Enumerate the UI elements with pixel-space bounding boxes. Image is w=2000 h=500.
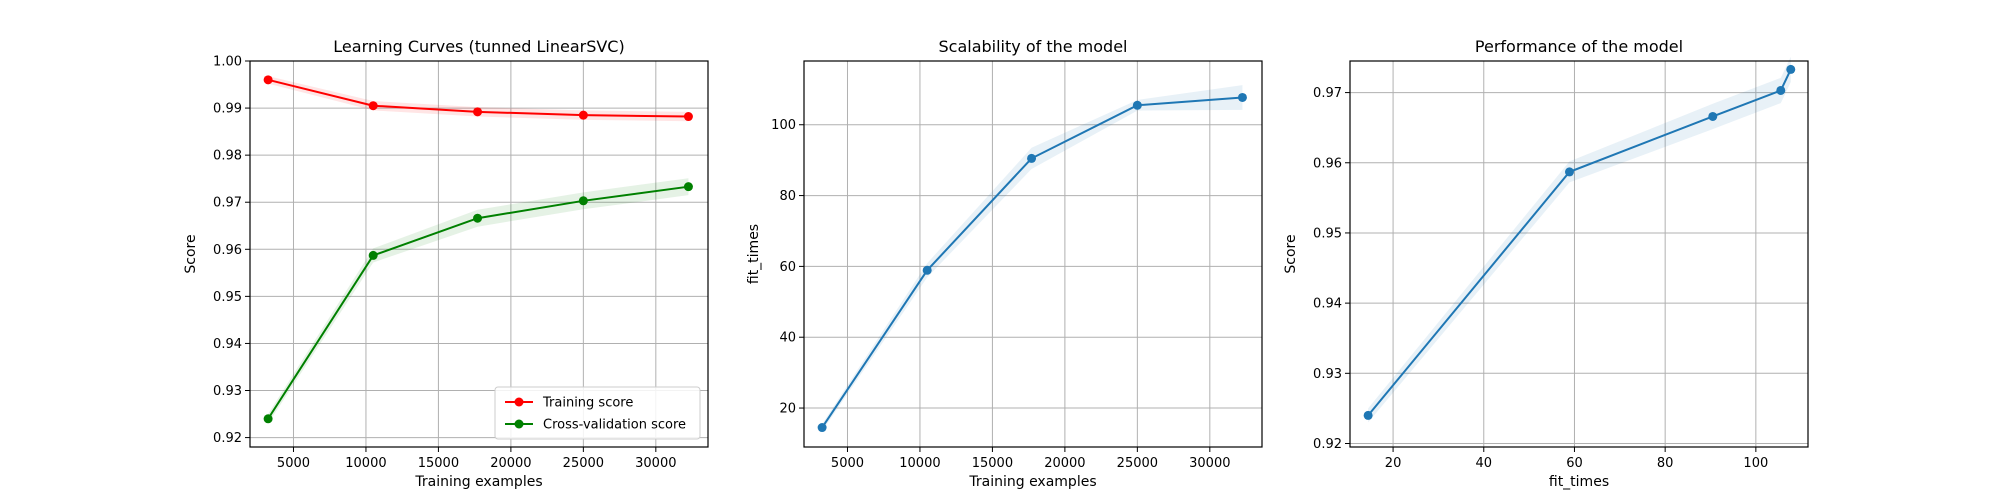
series-point [473,107,483,117]
y-tick-label: 0.93 [1313,367,1342,382]
y-axis-label: Score [183,234,199,273]
series-line-0 [821,96,1243,429]
series-point [473,213,483,223]
x-tick-label: 30000 [635,456,676,471]
chart-panel-learning-curves: 5000 10000 15000 20000 25000 30000 0.92 0.93 0.9… [183,37,709,490]
y-tick-label: 0.96 [1313,156,1342,171]
x-tick-label: 20 [1385,456,1402,471]
series-point [263,75,273,85]
y-tick-label: 0.93 [213,384,242,399]
chart-panel-performance: 20 40 60 80 100 0.92 0.93 0.94 0.95 0.96 0.97 Perfo… [1283,37,1809,490]
x-tick-label: 10000 [345,456,386,471]
series-point [1363,410,1373,420]
series-point [578,196,588,206]
y-tick-label: 0.95 [1313,226,1342,241]
axes-frame [249,60,709,448]
y-tick-label: 80 [779,189,796,204]
legend-entry: Training score [542,396,633,411]
y-axis-label: fit_times [746,224,762,284]
x-tick-label: 20000 [490,456,531,471]
chart-title: Learning Curves (tunned LinearSVC) [333,37,624,56]
series-point [817,423,827,433]
series-point [1564,167,1574,177]
series-point [368,250,378,260]
series-point [683,112,693,122]
legend: Training score Cross-validation score [494,386,701,440]
x-axis-label: Training examples [968,474,1096,490]
x-tick-label: 25000 [1117,456,1158,471]
series-point [368,101,378,111]
series-point [1786,64,1796,74]
x-tick-label: 25000 [563,456,604,471]
x-tick-label: 15000 [972,456,1013,471]
x-tick-label: 5000 [831,456,864,471]
series-point [578,110,588,120]
series-point [922,265,932,275]
x-tick-label: 40 [1475,456,1492,471]
legend-box [494,386,701,440]
series-band-0 [1368,56,1791,423]
y-axis-label: Score [1283,234,1299,273]
x-tick-label: 60 [1566,456,1583,471]
chart-panel-scalability: 5000 10000 15000 20000 25000 30000 20 40 60 80 100… [746,37,1263,490]
y-tick-label: 40 [779,331,796,346]
y-tick-label: 0.92 [1313,437,1342,452]
x-tick-label: 15000 [418,456,459,471]
y-tick-label: 0.94 [1313,297,1342,312]
chart-title: Performance of the model [1475,37,1683,56]
series-point [683,182,693,192]
chart-title: Scalability of the model [939,37,1128,56]
x-axis-label: Training examples [414,474,542,490]
x-tick-label: 30000 [1189,456,1230,471]
y-tick-label: 0.92 [213,431,242,446]
legend-marker [514,419,524,429]
series-point [1776,85,1786,95]
x-tick-label: 100 [1743,456,1768,471]
x-tick-label: 10000 [899,456,940,471]
series-point [263,414,273,424]
series-band-0 [822,85,1243,432]
series-point [1237,92,1247,102]
y-tick-label: 0.94 [213,337,242,352]
y-tick-label: 0.97 [213,196,242,211]
legend-marker [514,397,524,407]
y-tick-label: 0.95 [213,290,242,305]
axes-frame [803,60,1263,448]
x-tick-label: 5000 [277,456,310,471]
legend-entry: Cross-validation score [543,418,686,433]
series-point [1027,153,1037,163]
series-point [1708,111,1718,121]
series-point [1132,100,1142,110]
y-tick-label: 20 [779,402,796,417]
x-axis-label: fit_times [1549,474,1609,490]
y-tick-label: 0.98 [213,149,242,164]
x-tick-label: 20000 [1044,456,1085,471]
x-tick-label: 80 [1657,456,1674,471]
y-tick-label: 0.97 [1313,86,1342,101]
y-tick-label: 0.99 [213,102,242,117]
y-tick-label: 100 [771,118,796,133]
axes-frame [1349,60,1809,448]
y-tick-label: 60 [779,260,796,275]
y-tick-label: 0.96 [213,243,242,258]
y-tick-label: 1.00 [213,55,242,70]
